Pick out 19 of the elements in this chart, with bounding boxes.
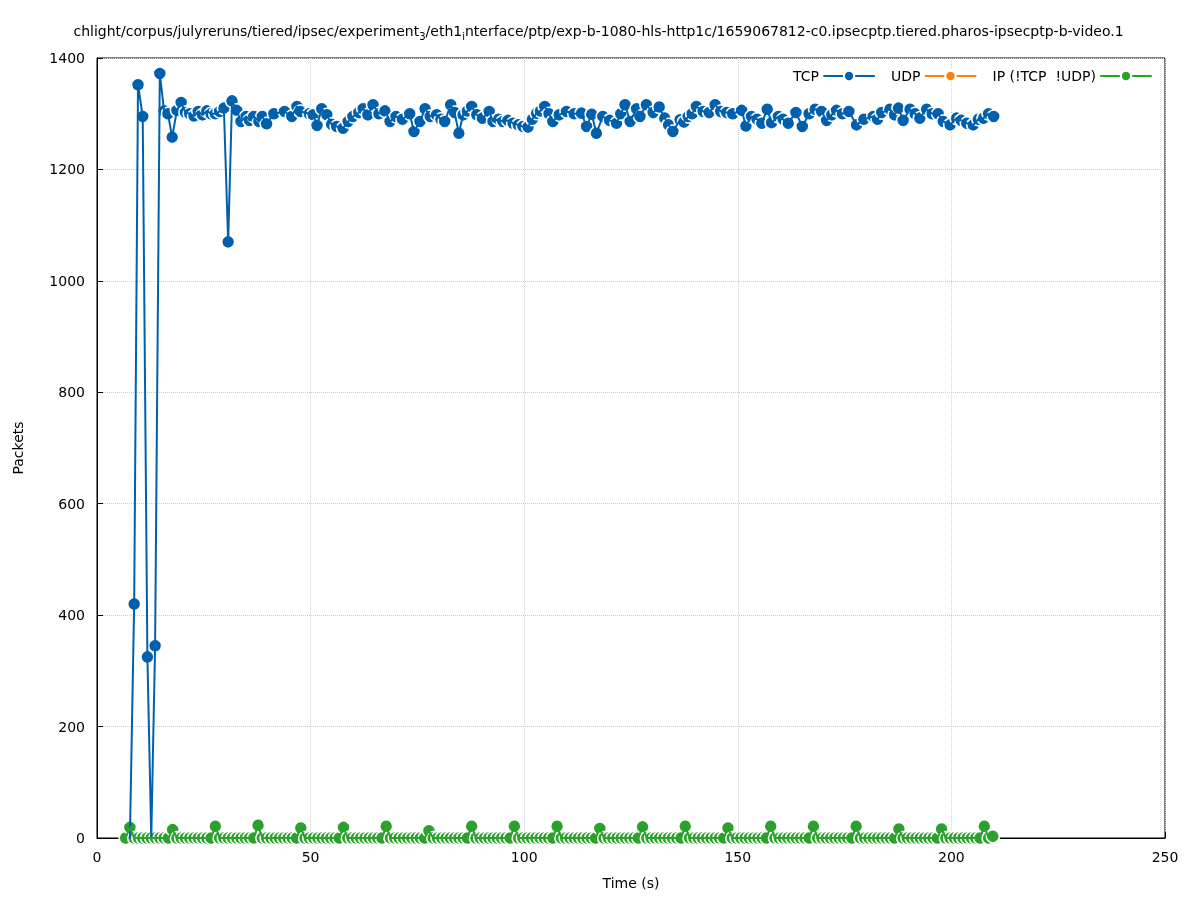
y-tick-label: 0 — [76, 830, 85, 846]
y-tick-label: 200 — [58, 718, 85, 735]
x-tick-label: 50 — [301, 849, 320, 865]
y-tick-label: 600 — [58, 495, 85, 512]
x-tick-label: 100 — [510, 849, 538, 865]
x-tick-label: 150 — [724, 849, 752, 865]
x-axis-title: Time (s) — [601, 875, 660, 891]
y-tick-label: 400 — [58, 607, 85, 624]
legend-label: IP (!TCP !UDP) — [992, 68, 1096, 84]
y-tick-label: 1400 — [49, 50, 85, 66]
x-tick-label: 250 — [1151, 849, 1179, 865]
x-tick-label: 0 — [92, 849, 102, 865]
y-tick-label: 1000 — [49, 272, 85, 289]
y-tick-label: 800 — [58, 384, 85, 401]
legend-label: TCP — [792, 68, 820, 84]
x-tick-label: 200 — [938, 849, 965, 865]
y-axis-title: Packets — [10, 421, 26, 475]
y-tick-label: 1200 — [49, 161, 85, 178]
legend-label: UDP — [891, 68, 921, 84]
